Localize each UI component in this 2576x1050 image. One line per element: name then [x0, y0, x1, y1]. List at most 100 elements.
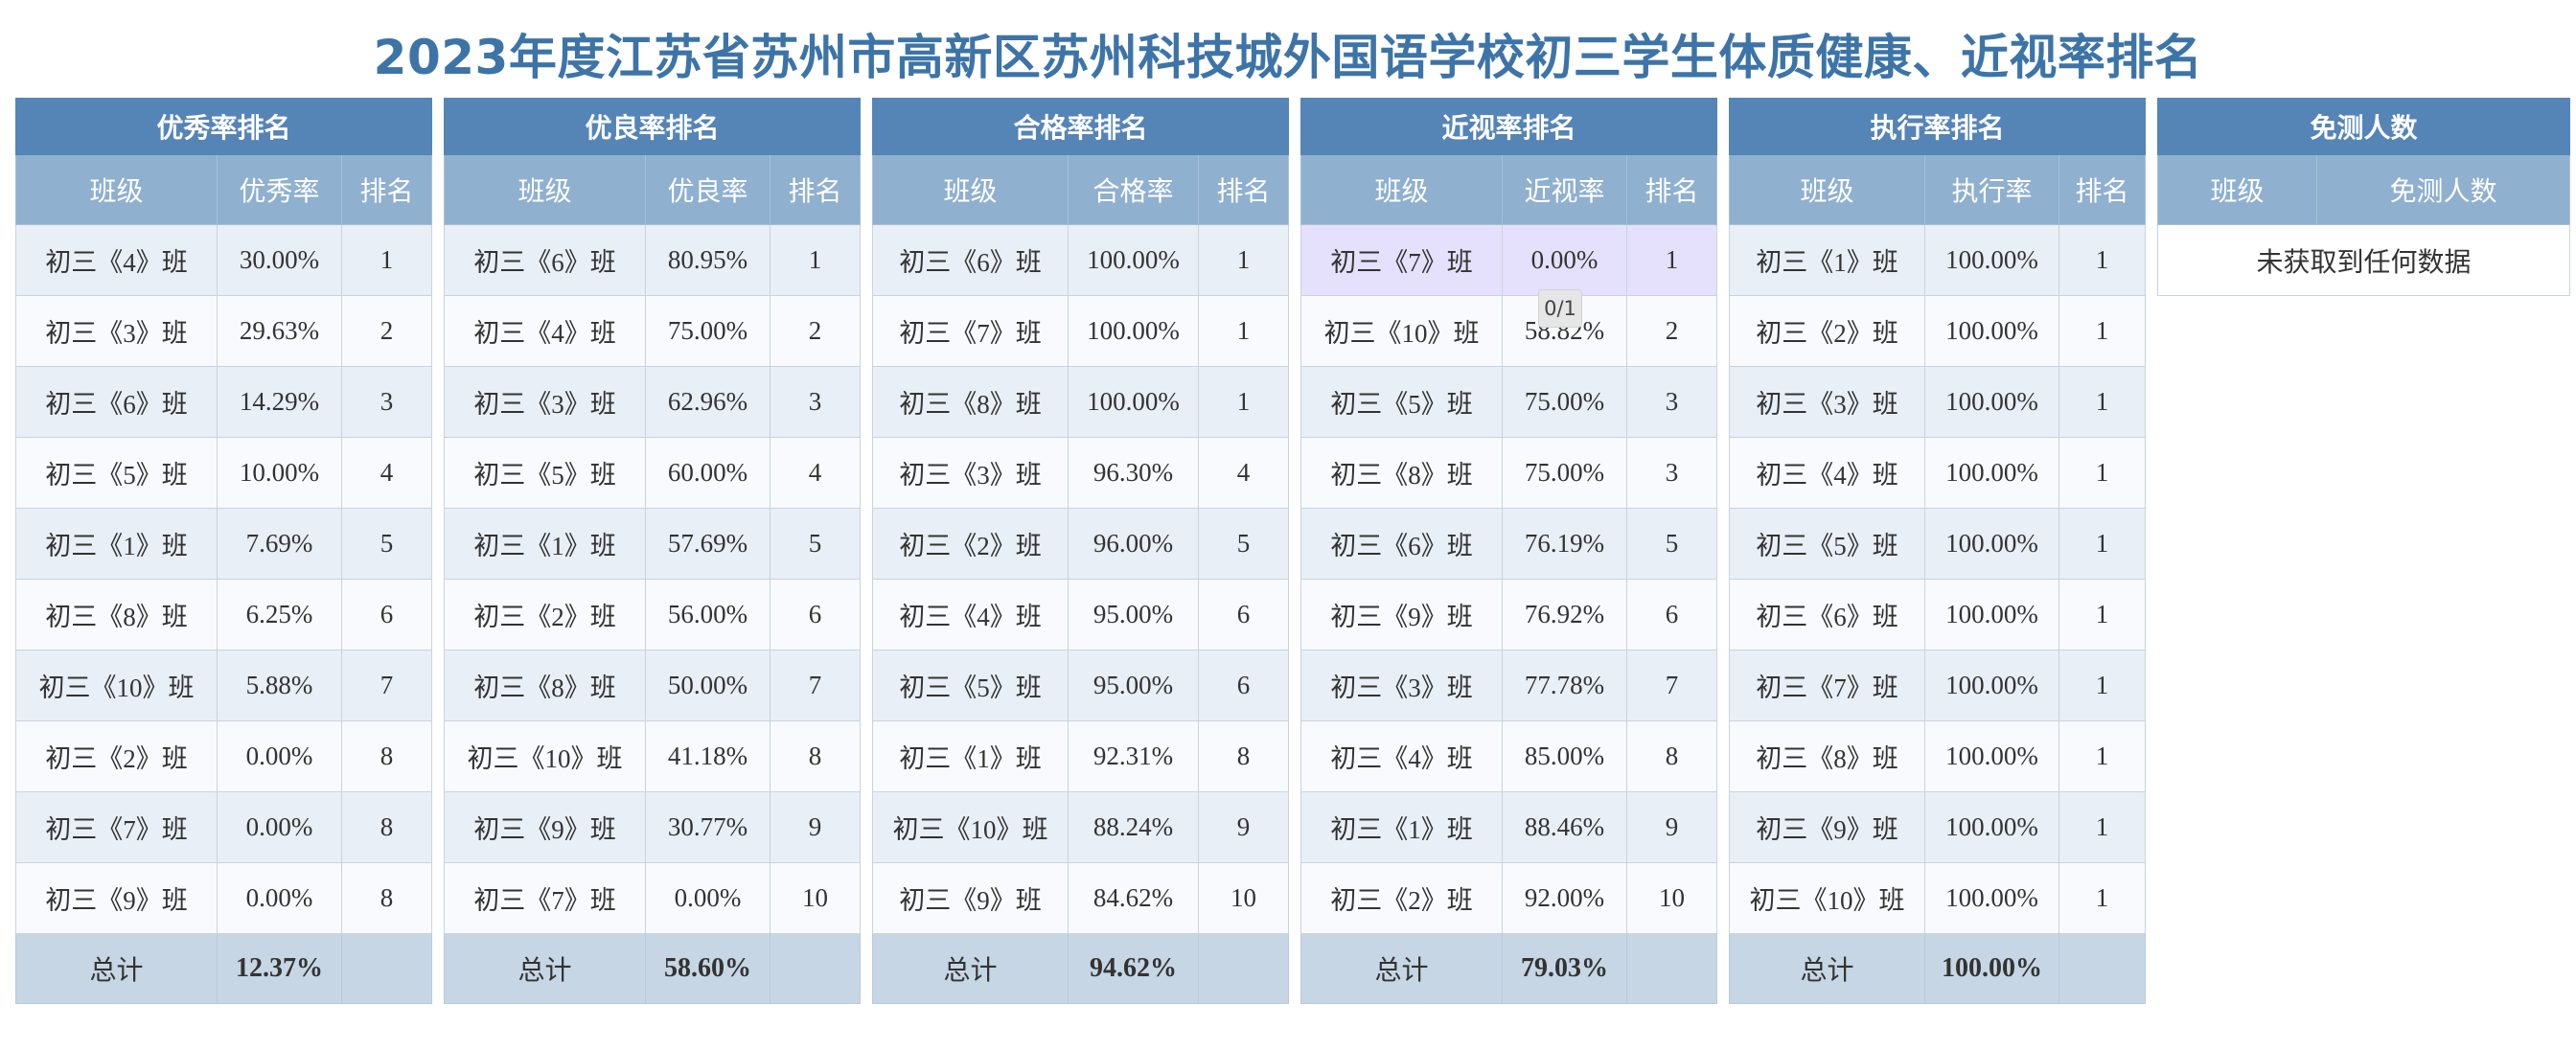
rank-cell: 1 [2058, 650, 2147, 721]
column-header[interactable]: 班级 [15, 154, 218, 225]
rank-cell: 2 [340, 295, 433, 367]
rate-cell: 100.00% [1924, 579, 2059, 651]
column-header[interactable]: 班级 [872, 154, 1069, 225]
table-row: 初三《7》班 0.00% 10 [444, 862, 862, 934]
rate-cell: 6.25% [217, 579, 342, 651]
rate-cell: 75.00% [1502, 437, 1627, 509]
rank-cell: 6 [340, 579, 433, 651]
column-header[interactable]: 执行率 [1924, 154, 2059, 225]
total-row: 总计 94.62% [872, 933, 1290, 1004]
rate-cell: 96.00% [1068, 508, 1199, 580]
class-cell: 初三《10》班 [15, 650, 218, 721]
class-cell: 初三《10》班 [1300, 295, 1503, 367]
class-cell: 初三《3》班 [1729, 366, 1925, 438]
total-rank-empty [1625, 933, 1718, 1004]
table-row: 初三《1》班 100.00% 1 [1729, 224, 2147, 296]
rank-cell: 9 [1197, 791, 1290, 863]
table-row: 初三《2》班 92.00% 10 [1300, 862, 1718, 934]
rank-cell: 7 [340, 650, 433, 721]
table-title: 优秀率排名 [14, 98, 433, 155]
column-header[interactable]: 优良率 [645, 154, 770, 225]
class-cell: 初三《4》班 [444, 295, 646, 367]
class-cell: 初三《9》班 [1300, 579, 1503, 651]
total-value: 94.62% [1068, 933, 1199, 1004]
column-header[interactable]: 近视率 [1502, 154, 1627, 225]
rate-cell: 100.00% [1924, 295, 2059, 367]
table-title: 合格率排名 [871, 98, 1290, 155]
table-row: 初三《4》班 30.00% 1 [15, 224, 433, 296]
class-cell: 初三《2》班 [15, 720, 218, 792]
good-ranking-table: 优良率排名 班级 优良率 排名 初三《6》班 80.95% 1 初三《4》班 75.00% 2 初三… [443, 98, 862, 1004]
class-cell: 初三《4》班 [15, 224, 218, 296]
rank-cell: 10 [769, 862, 862, 934]
column-header[interactable]: 合格率 [1068, 154, 1199, 225]
class-cell: 初三《5》班 [1729, 508, 1925, 580]
rate-cell: 80.95% [645, 224, 770, 296]
class-cell: 初三《5》班 [1300, 366, 1503, 438]
class-cell: 初三《6》班 [15, 366, 218, 438]
rank-cell: 8 [769, 720, 862, 792]
column-header[interactable]: 排名 [2058, 154, 2147, 225]
rank-cell: 8 [340, 791, 433, 863]
rate-cell: 88.24% [1068, 791, 1199, 863]
rank-cell: 1 [2058, 791, 2147, 863]
class-cell: 初三《8》班 [872, 366, 1069, 438]
class-cell: 初三《4》班 [872, 579, 1069, 651]
rank-cell: 8 [340, 720, 433, 792]
table-row: 初三《6》班 100.00% 1 [1729, 579, 2147, 651]
rank-cell: 1 [1625, 224, 1718, 296]
column-header[interactable]: 班级 [2157, 154, 2317, 225]
empty-state-message: 未获取到任何数据 [2156, 224, 2571, 296]
total-value: 58.60% [645, 933, 770, 1004]
column-header[interactable]: 班级 [1729, 154, 1925, 225]
class-cell: 初三《6》班 [444, 224, 646, 296]
table-row: 初三《8》班 6.25% 6 [15, 579, 433, 651]
table-row: 初三《7》班 100.00% 1 [872, 295, 1290, 367]
column-header[interactable]: 优秀率 [217, 154, 342, 225]
column-header[interactable]: 排名 [769, 154, 862, 225]
table-row: 初三《6》班 14.29% 3 [15, 366, 433, 438]
rank-cell: 1 [2058, 508, 2147, 580]
table-row: 初三《9》班 76.92% 6 [1300, 579, 1718, 651]
class-cell: 初三《6》班 [872, 224, 1069, 296]
column-header[interactable]: 班级 [1300, 154, 1503, 225]
rate-cell: 30.77% [645, 791, 770, 863]
rank-cell: 9 [769, 791, 862, 863]
table-row: 初三《5》班 10.00% 4 [15, 437, 433, 509]
table-row: 初三《3》班 62.96% 3 [444, 366, 862, 438]
table-row: 初三《1》班 7.69% 5 [15, 508, 433, 580]
rank-cell: 1 [769, 224, 862, 296]
table-row: 初三《2》班 56.00% 6 [444, 579, 862, 651]
rate-cell: 7.69% [217, 508, 342, 580]
rate-cell: 57.69% [645, 508, 770, 580]
rank-cell: 1 [2058, 720, 2147, 792]
execution-ranking-table: 执行率排名 班级 执行率 排名 初三《1》班 100.00% 1 初三《2》班 100.00% 1… [1728, 98, 2147, 1004]
rate-cell: 100.00% [1924, 720, 2059, 792]
column-header[interactable]: 排名 [1197, 154, 1290, 225]
rate-cell: 56.00% [645, 579, 770, 651]
rank-cell: 1 [1197, 295, 1290, 367]
rate-cell: 41.18% [645, 720, 770, 792]
rate-cell: 0.00% [217, 720, 342, 792]
table-row: 初三《7》班 0.00% 1 [1300, 224, 1718, 296]
class-cell: 初三《7》班 [872, 295, 1069, 367]
total-rank-empty [340, 933, 433, 1004]
rank-cell: 7 [1625, 650, 1718, 721]
column-header[interactable]: 班级 [444, 154, 646, 225]
pass-ranking-table: 合格率排名 班级 合格率 排名 初三《6》班 100.00% 1 初三《7》班 100.00% 1… [871, 98, 1290, 1004]
column-header[interactable]: 排名 [1625, 154, 1718, 225]
column-header[interactable]: 排名 [340, 154, 433, 225]
rank-cell: 4 [340, 437, 433, 509]
table-row: 初三《5》班 60.00% 4 [444, 437, 862, 509]
table-row: 初三《2》班 0.00% 8 [15, 720, 433, 792]
rate-cell: 0.00% [1502, 224, 1627, 296]
class-cell: 初三《1》班 [872, 720, 1069, 792]
class-cell: 初三《3》班 [872, 437, 1069, 509]
total-rank-empty [2058, 933, 2147, 1004]
class-cell: 初三《2》班 [872, 508, 1069, 580]
rate-cell: 75.00% [1502, 366, 1627, 438]
rate-cell: 100.00% [1924, 650, 2059, 721]
column-header[interactable]: 免测人数 [2315, 154, 2571, 225]
table-row: 初三《8》班 100.00% 1 [872, 366, 1290, 438]
rate-cell: 0.00% [217, 862, 342, 934]
